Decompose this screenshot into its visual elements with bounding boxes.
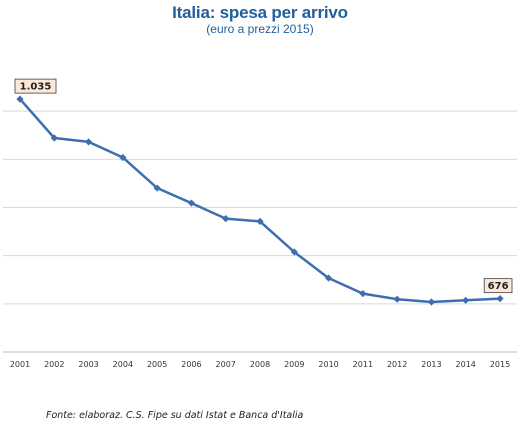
data-point-marker (153, 184, 161, 192)
x-tick-label: 2002 (44, 360, 64, 369)
series-markers (16, 95, 504, 306)
data-point-marker (393, 295, 401, 303)
data-point-marker (290, 248, 298, 256)
x-tick-label: 2005 (147, 360, 167, 369)
data-point-marker (324, 274, 333, 282)
source-note: Fonte: elaboraz. C.S. Fipe su dati Istat… (46, 410, 304, 421)
x-tick-label: 2007 (216, 360, 236, 369)
data-point-marker (359, 290, 367, 298)
data-point-marker (16, 95, 24, 103)
x-tick-label: 2004 (113, 360, 133, 369)
data-point-marker (50, 134, 58, 142)
data-point-marker (462, 296, 470, 304)
x-tick-label: 2003 (78, 360, 98, 369)
data-point-marker (119, 153, 127, 162)
series-line (19, 98, 501, 304)
data-label-text: 1.035 (20, 82, 52, 93)
x-tick-label: 2012 (387, 360, 407, 369)
data-point-marker (256, 217, 264, 225)
data-label: 676 (483, 278, 513, 294)
data-label-box (483, 278, 513, 294)
x-tick-label: 2013 (421, 360, 441, 369)
data-label: 1.035 (14, 78, 57, 94)
x-tick-label: 2009 (284, 360, 304, 369)
chart-subtitle: (euro a prezzi 2015) (206, 22, 314, 36)
x-tick-label: 2006 (181, 360, 201, 369)
x-tick-label: 2011 (353, 360, 373, 369)
x-tick-label: 2001 (10, 360, 30, 369)
data-label-text: 676 (488, 281, 509, 292)
chart-title: Italia: spesa per arrivo (172, 3, 348, 22)
x-tick-label: 2008 (250, 360, 270, 369)
x-tick-label: 2015 (490, 360, 510, 369)
x-tick-label: 2014 (456, 360, 476, 369)
data-point-marker (187, 199, 196, 207)
data-point-marker (84, 138, 93, 146)
data-label-box (14, 78, 57, 94)
data-point-marker (496, 295, 504, 303)
x-tick-label: 2010 (318, 360, 338, 369)
data-labels: 1.035 676 (14, 78, 513, 294)
data-point-marker (427, 298, 436, 306)
data-point-marker (222, 215, 230, 223)
x-tick-labels: 2001 2002 2003 2004 2005 2006 2007 2008 2009 2010… (10, 360, 510, 369)
